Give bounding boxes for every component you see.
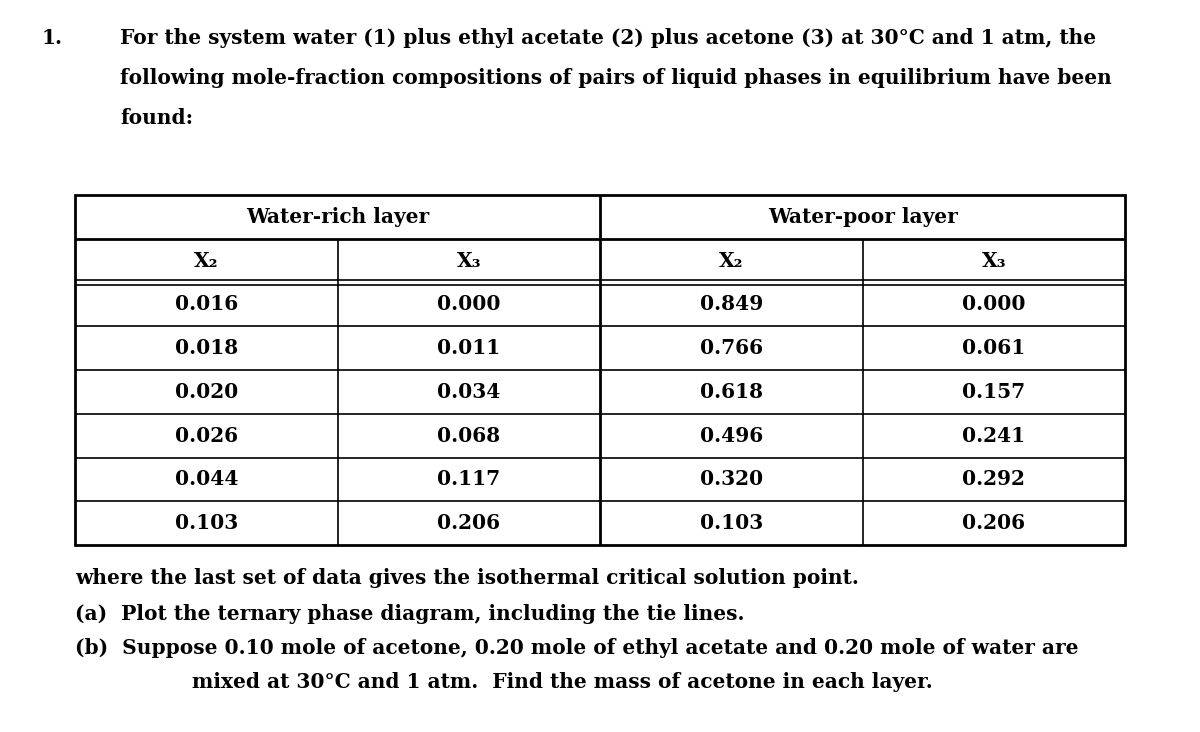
- Text: 0.766: 0.766: [700, 338, 763, 358]
- Text: 1.: 1.: [42, 28, 64, 48]
- Text: 0.026: 0.026: [175, 425, 238, 446]
- Text: Water-rich layer: Water-rich layer: [246, 207, 430, 227]
- Text: 0.206: 0.206: [437, 513, 500, 533]
- Text: 0.103: 0.103: [175, 513, 238, 533]
- Text: 0.320: 0.320: [700, 469, 763, 490]
- Text: 0.292: 0.292: [962, 469, 1025, 490]
- Text: 0.044: 0.044: [174, 469, 238, 490]
- Text: X₃: X₃: [982, 250, 1006, 271]
- Text: 0.206: 0.206: [962, 513, 1025, 533]
- Text: X₂: X₂: [719, 250, 744, 271]
- Text: 0.020: 0.020: [175, 382, 238, 402]
- Text: (a)  Plot the ternary phase diagram, including the tie lines.: (a) Plot the ternary phase diagram, incl…: [74, 604, 744, 624]
- Text: 0.016: 0.016: [175, 294, 238, 314]
- Text: 0.849: 0.849: [700, 294, 763, 314]
- Text: (b)  Suppose 0.10 mole of acetone, 0.20 mole of ethyl acetate and 0.20 mole of w: (b) Suppose 0.10 mole of acetone, 0.20 m…: [74, 638, 1079, 658]
- Text: 0.117: 0.117: [437, 469, 500, 490]
- Text: 0.068: 0.068: [437, 425, 500, 446]
- Text: 0.018: 0.018: [175, 338, 238, 358]
- Text: 0.157: 0.157: [962, 382, 1025, 402]
- Text: found:: found:: [120, 108, 193, 128]
- Text: 0.011: 0.011: [437, 338, 500, 358]
- Bar: [74, 195, 1126, 545]
- Text: following mole-fraction compositions of pairs of liquid phases in equilibrium ha: following mole-fraction compositions of …: [120, 68, 1111, 88]
- Text: Water-poor layer: Water-poor layer: [768, 207, 958, 227]
- Text: X₃: X₃: [456, 250, 481, 271]
- Text: 0.000: 0.000: [962, 294, 1026, 314]
- Text: 0.241: 0.241: [962, 425, 1025, 446]
- Text: For the system water (1) plus ethyl acetate (2) plus acetone (3) at 30°C and 1 a: For the system water (1) plus ethyl acet…: [120, 28, 1096, 48]
- Text: 0.496: 0.496: [700, 425, 763, 446]
- Text: 0.000: 0.000: [437, 294, 500, 314]
- Text: 0.061: 0.061: [962, 338, 1025, 358]
- Text: mixed at 30°C and 1 atm.  Find the mass of acetone in each layer.: mixed at 30°C and 1 atm. Find the mass o…: [150, 672, 932, 692]
- Text: 0.618: 0.618: [700, 382, 763, 402]
- Text: where the last set of data gives the isothermal critical solution point.: where the last set of data gives the iso…: [74, 568, 859, 588]
- Text: 0.103: 0.103: [700, 513, 763, 533]
- Text: X₂: X₂: [194, 250, 218, 271]
- Text: 0.034: 0.034: [437, 382, 500, 402]
